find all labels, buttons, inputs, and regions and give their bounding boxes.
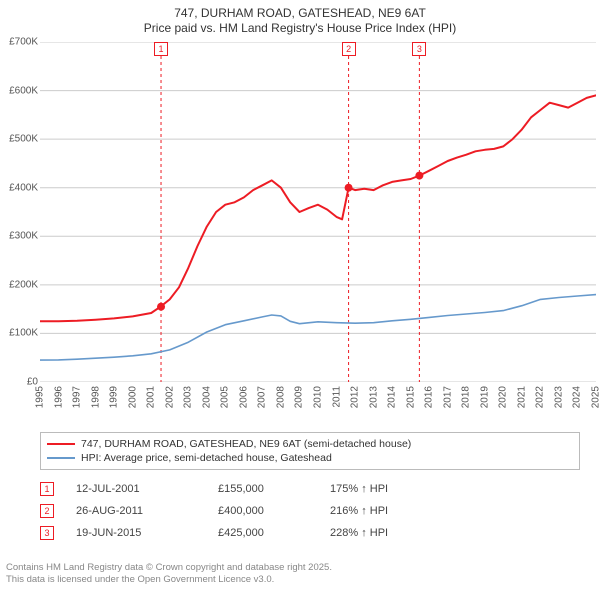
chart-title: 747, DURHAM ROAD, GATESHEAD, NE9 6AT Pri… [0,0,600,35]
footer-line: Contains HM Land Registry data © Crown c… [6,562,594,574]
x-axis-tick-label: 1998 [90,386,101,408]
events-table: 1 12-JUL-2001 £155,000 175% ↑ HPI 2 26-A… [40,478,580,544]
x-axis-tick-label: 2008 [275,386,286,408]
x-axis-tick-label: 2019 [479,386,490,408]
y-axis-tick-label: £200K [0,279,38,290]
x-axis-tick-label: 2021 [516,386,527,408]
x-axis-tick-label: 2007 [257,386,268,408]
chart-area: £0£100K£200K£300K£400K£500K£600K£700K 19… [0,42,600,422]
x-axis-tick-label: 1997 [72,386,83,408]
x-axis-tick-label: 2022 [535,386,546,408]
x-axis-tick-label: 2020 [498,386,509,408]
y-axis-tick-label: £400K [0,182,38,193]
plot-svg [40,42,596,382]
y-axis-tick-label: £600K [0,85,38,96]
x-axis-tick-label: 2000 [127,386,138,408]
legend-item: HPI: Average price, semi-detached house,… [47,451,573,465]
x-axis-tick-label: 2011 [331,386,342,408]
legend-box: 747, DURHAM ROAD, GATESHEAD, NE9 6AT (se… [40,432,580,470]
x-axis-tick-label: 2003 [183,386,194,408]
x-axis-tick-label: 2005 [220,386,231,408]
y-axis-tick-label: £100K [0,328,38,339]
footer-attribution: Contains HM Land Registry data © Crown c… [6,562,594,586]
event-flag-marker: 2 [342,42,356,56]
x-axis-tick-label: 2017 [442,386,453,408]
x-axis-tick-label: 2024 [572,386,583,408]
event-price: £155,000 [218,483,308,495]
x-axis-tick-label: 1996 [53,386,64,408]
x-axis-tick-label: 2015 [405,386,416,408]
title-address: 747, DURHAM ROAD, GATESHEAD, NE9 6AT [0,6,600,20]
x-axis-tick-label: 2016 [424,386,435,408]
legend-label: 747, DURHAM ROAD, GATESHEAD, NE9 6AT (se… [81,438,411,450]
x-axis-tick-label: 2023 [553,386,564,408]
y-axis-tick-label: £700K [0,37,38,48]
y-axis-tick-label: £300K [0,231,38,242]
x-axis-tick-label: 1995 [35,386,46,408]
legend-item: 747, DURHAM ROAD, GATESHEAD, NE9 6AT (se… [47,437,573,451]
x-axis-tick-label: 2025 [591,386,600,408]
event-marker: 3 [40,526,54,540]
x-axis-tick-label: 2004 [201,386,212,408]
event-row: 2 26-AUG-2011 £400,000 216% ↑ HPI [40,500,580,522]
event-hpi: 228% ↑ HPI [330,527,388,539]
event-flag-marker: 1 [154,42,168,56]
event-marker: 1 [40,482,54,496]
x-axis-tick-label: 2012 [350,386,361,408]
event-price: £400,000 [218,505,308,517]
event-hpi: 175% ↑ HPI [330,483,388,495]
x-axis-tick-label: 2006 [238,386,249,408]
title-subtitle: Price paid vs. HM Land Registry's House … [0,21,600,35]
x-axis-tick-label: 2010 [313,386,324,408]
footer-line: This data is licensed under the Open Gov… [6,574,594,586]
event-date: 19-JUN-2015 [76,527,196,539]
event-marker: 2 [40,504,54,518]
x-axis-tick-label: 2001 [146,386,157,408]
event-row: 3 19-JUN-2015 £425,000 228% ↑ HPI [40,522,580,544]
x-axis-tick-label: 2009 [294,386,305,408]
legend-swatch [47,457,75,459]
y-axis-tick-label: £500K [0,134,38,145]
x-axis-tick-label: 1999 [109,386,120,408]
x-axis-tick-label: 2013 [368,386,379,408]
legend-label: HPI: Average price, semi-detached house,… [81,452,332,464]
x-axis-tick-label: 2014 [387,386,398,408]
event-date: 12-JUL-2001 [76,483,196,495]
event-row: 1 12-JUL-2001 £155,000 175% ↑ HPI [40,478,580,500]
event-hpi: 216% ↑ HPI [330,505,388,517]
x-axis-tick-label: 2002 [164,386,175,408]
y-axis-tick-label: £0 [0,377,38,388]
event-date: 26-AUG-2011 [76,505,196,517]
legend-swatch [47,443,75,445]
event-flag-marker: 3 [412,42,426,56]
x-axis-tick-label: 2018 [461,386,472,408]
event-price: £425,000 [218,527,308,539]
